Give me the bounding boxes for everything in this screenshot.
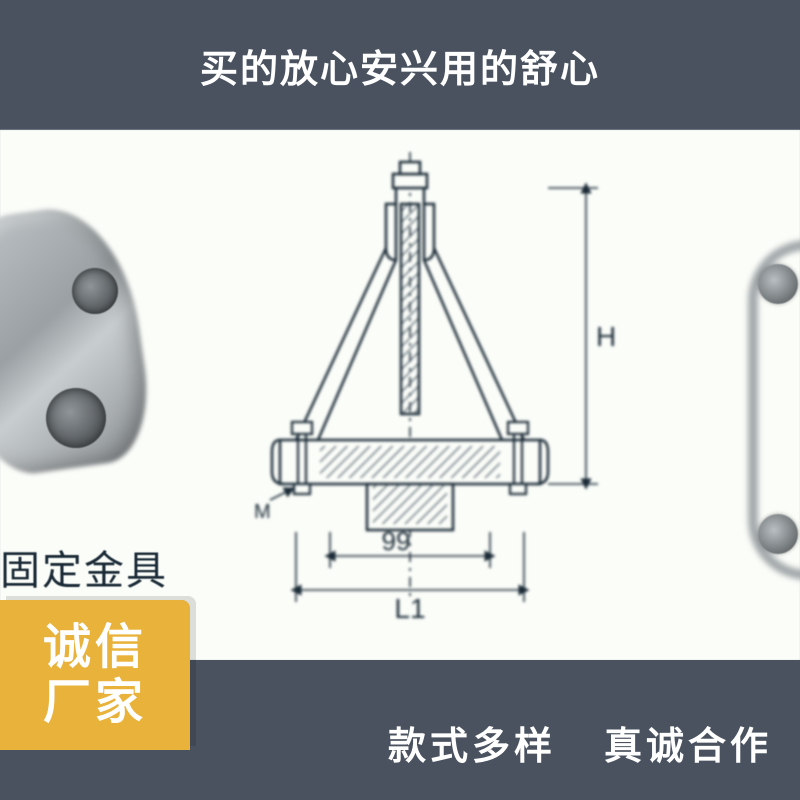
bottom-banner-text: 款式多样 真诚合作: [388, 715, 772, 770]
plate-hole: [72, 268, 118, 314]
dim-m-label: M: [254, 501, 271, 523]
engineering-diagram: H M 99 L1: [200, 140, 620, 640]
top-banner-text: 买的放心安兴用的舒心: [200, 38, 600, 93]
page: 买的放心安兴用的舒心 固定金具: [0, 0, 800, 800]
dim-99-label: 99: [382, 526, 411, 556]
badge-line1: 诚信: [43, 620, 147, 675]
top-banner: 买的放心安兴用的舒心: [0, 0, 800, 130]
badge-line2: 厂家: [43, 675, 147, 730]
bracket-pin: [758, 264, 798, 304]
bottom-left-text: 款式多样: [388, 726, 556, 768]
document-area: 固定金具: [0, 130, 800, 660]
vendor-badge: 诚信 厂家: [0, 600, 190, 750]
dim-l1-label: L1: [394, 593, 425, 624]
dim-h-label: H: [596, 321, 616, 352]
left-fragment-label: 固定金具: [0, 538, 168, 596]
right-hardware-photo: [740, 240, 800, 600]
bottom-right-text: 真诚合作: [604, 726, 772, 768]
plate-hole: [46, 388, 106, 448]
left-hardware-photo: [0, 190, 150, 500]
bracket-pin: [758, 514, 798, 554]
